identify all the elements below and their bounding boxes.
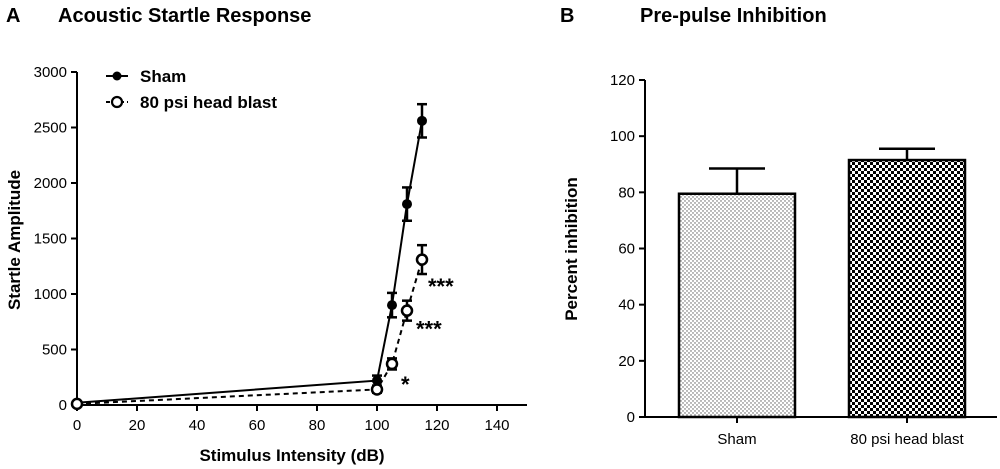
y-tick-label: 0 bbox=[627, 409, 635, 426]
chart-b-title: Pre-pulse Inhibition bbox=[640, 5, 827, 27]
data-point-sham bbox=[372, 375, 382, 386]
legend-sham-label: Sham bbox=[140, 67, 186, 86]
x-category-label: 80 psi head blast bbox=[850, 431, 964, 448]
x-category-label: Sham bbox=[717, 431, 756, 448]
series-line-blast bbox=[76, 259, 423, 405]
chart-a-x-axis-label: Stimulus Intensity (dB) bbox=[199, 446, 384, 465]
legend-sham-marker bbox=[112, 71, 122, 81]
chart-a-annotations: ******* bbox=[401, 274, 454, 397]
y-tick-label: 1000 bbox=[34, 286, 67, 303]
panel-b-ppi-chart: B Pre-pulse Inhibition Percent inhibitio… bbox=[560, 5, 997, 448]
y-tick-label: 3000 bbox=[34, 64, 67, 81]
panel-b-letter: B bbox=[560, 5, 574, 27]
y-tick-label: 1500 bbox=[34, 231, 67, 248]
y-tick-label: 500 bbox=[42, 342, 67, 359]
chart-a-y-axis-label: Startle Amplitude bbox=[5, 170, 24, 310]
data-point-sham bbox=[387, 300, 397, 311]
legend-blast-marker bbox=[110, 95, 124, 109]
significance-annotation: *** bbox=[428, 274, 454, 299]
bar-blast bbox=[847, 158, 967, 419]
y-tick-label: 2000 bbox=[34, 175, 67, 192]
chart-b-bars bbox=[677, 147, 967, 419]
legend-blast-label: 80 psi head blast bbox=[140, 93, 277, 112]
significance-annotation: * bbox=[401, 372, 410, 397]
data-point-blast bbox=[370, 383, 384, 396]
chart-a-axes bbox=[76, 72, 527, 406]
bar-sham bbox=[677, 192, 797, 419]
chart-a-title: Acoustic Startle Response bbox=[58, 5, 311, 27]
x-tick-label: 0 bbox=[73, 417, 81, 434]
x-tick-label: 120 bbox=[424, 417, 449, 434]
chart-a-series bbox=[70, 102, 429, 411]
y-tick-label: 60 bbox=[618, 241, 635, 258]
data-point-blast bbox=[400, 304, 414, 317]
y-tick-label: 80 bbox=[618, 184, 635, 201]
y-tick-label: 0 bbox=[59, 397, 67, 414]
y-tick-label: 40 bbox=[618, 297, 635, 314]
chart-a-legend: Sham 80 psi head blast bbox=[106, 67, 277, 112]
x-tick-label: 20 bbox=[129, 417, 146, 434]
data-point-sham bbox=[417, 115, 427, 126]
x-tick-label: 60 bbox=[249, 417, 266, 434]
x-tick-label: 100 bbox=[364, 417, 389, 434]
x-tick-label: 40 bbox=[189, 417, 206, 434]
y-tick-label: 20 bbox=[618, 353, 635, 370]
series-line-sham bbox=[76, 120, 423, 404]
chart-b-y-axis-label: Percent inhibition bbox=[562, 177, 581, 321]
x-tick-label: 140 bbox=[484, 417, 509, 434]
chart-b-ticks: 0 20 40 60 80 100 120 Sham 80 psi head blast bbox=[610, 72, 965, 448]
x-tick-label: 80 bbox=[309, 417, 326, 434]
data-point-sham bbox=[402, 199, 412, 210]
data-point-blast bbox=[70, 397, 84, 411]
y-tick-label: 120 bbox=[610, 72, 635, 89]
chart-a-ticks: 0 500 1000 1500 2000 2500 3000 0 20 40 60 80 100 120 1… bbox=[34, 64, 510, 434]
significance-annotation: *** bbox=[416, 316, 442, 341]
data-point-blast bbox=[415, 253, 429, 266]
y-tick-label: 2500 bbox=[34, 120, 67, 137]
panel-a-letter: A bbox=[6, 5, 20, 27]
panel-a-startle-chart: A Acoustic Startle Response Startle Ampl… bbox=[5, 5, 527, 465]
data-point-blast bbox=[385, 357, 399, 371]
y-tick-label: 100 bbox=[610, 128, 635, 145]
